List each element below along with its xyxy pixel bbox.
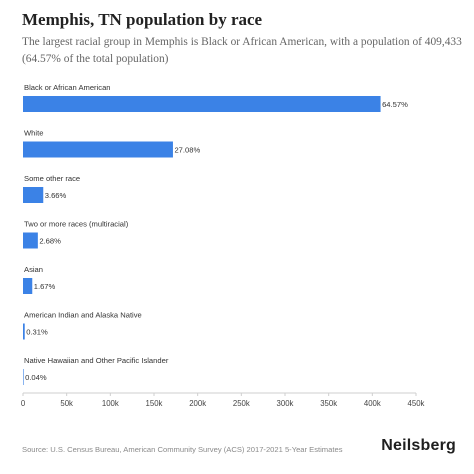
x-tick-label: 400k <box>364 399 381 408</box>
x-tick-label: 200k <box>189 399 206 408</box>
data-label: 0.31% <box>26 328 48 337</box>
category-label: American Indian and Alaska Native <box>24 311 142 320</box>
category-label: Some other race <box>24 174 80 183</box>
bar <box>23 369 24 385</box>
x-tick-label: 350k <box>320 399 337 408</box>
category-label: Black or African American <box>24 83 111 92</box>
category-label: White <box>24 129 43 138</box>
chart-subtitle: The largest racial group in Memphis is B… <box>22 36 462 65</box>
bar <box>23 141 173 158</box>
bar <box>23 187 44 203</box>
source-note: Source: U.S. Census Bureau, American Com… <box>22 445 343 454</box>
bar <box>23 96 381 112</box>
bar <box>23 232 38 249</box>
data-label: 1.67% <box>34 282 56 291</box>
data-label: 27.08% <box>174 146 200 155</box>
data-label: 64.57% <box>382 100 408 109</box>
category-label: Asian <box>24 265 43 274</box>
x-tick-label: 250k <box>233 399 250 408</box>
bar <box>23 323 25 340</box>
x-tick-label: 0 <box>21 399 26 408</box>
x-tick-label: 100k <box>102 399 119 408</box>
category-label: Two or more races (multiracial) <box>24 220 129 229</box>
x-tick-label: 150k <box>146 399 163 408</box>
x-tick-label: 300k <box>277 399 294 408</box>
chart-title: Memphis, TN population by race <box>22 10 263 29</box>
brand-logo: Neilsberg <box>381 437 456 454</box>
category-label: Native Hawaiian and Other Pacific Island… <box>24 356 169 365</box>
x-tick-label: 50k <box>60 399 73 408</box>
data-label: 0.04% <box>25 373 47 382</box>
x-tick-label: 450k <box>408 399 425 408</box>
bar <box>23 278 33 294</box>
data-label: 3.66% <box>45 191 67 200</box>
data-label: 2.68% <box>39 237 61 246</box>
